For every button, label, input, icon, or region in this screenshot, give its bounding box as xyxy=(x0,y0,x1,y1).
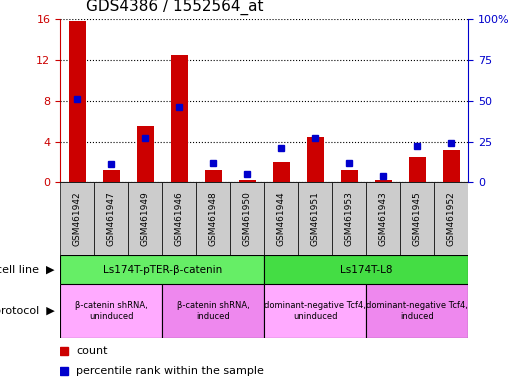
Bar xyxy=(408,157,426,182)
Bar xyxy=(264,284,366,338)
Text: count: count xyxy=(76,346,108,356)
Bar xyxy=(374,180,392,182)
Bar xyxy=(340,170,358,182)
Bar xyxy=(298,182,332,255)
Bar xyxy=(306,136,324,182)
Text: Ls174T-L8: Ls174T-L8 xyxy=(340,265,392,275)
Bar xyxy=(332,182,366,255)
Text: GSM461945: GSM461945 xyxy=(413,192,422,246)
Text: protocol  ▶: protocol ▶ xyxy=(0,306,55,316)
Bar xyxy=(60,182,94,255)
Text: cell line  ▶: cell line ▶ xyxy=(0,265,55,275)
Text: β-catenin shRNA,
uninduced: β-catenin shRNA, uninduced xyxy=(75,301,147,321)
Text: GSM461947: GSM461947 xyxy=(107,192,116,246)
Text: GSM461942: GSM461942 xyxy=(73,192,82,246)
Text: GSM461949: GSM461949 xyxy=(141,192,150,246)
Bar xyxy=(238,180,256,182)
Bar xyxy=(366,182,400,255)
Text: dominant-negative Tcf4,
induced: dominant-negative Tcf4, induced xyxy=(366,301,468,321)
Bar xyxy=(103,170,120,182)
Text: GSM461944: GSM461944 xyxy=(277,192,286,246)
Text: GSM461950: GSM461950 xyxy=(243,192,252,246)
Bar xyxy=(204,170,222,182)
Text: dominant-negative Tcf4,
uninduced: dominant-negative Tcf4, uninduced xyxy=(264,301,366,321)
Text: GSM461946: GSM461946 xyxy=(175,192,184,246)
Bar xyxy=(264,255,468,284)
Bar xyxy=(272,162,290,182)
Bar xyxy=(434,182,468,255)
Bar xyxy=(60,255,264,284)
Bar xyxy=(162,284,264,338)
Bar xyxy=(442,150,460,182)
Text: GSM461943: GSM461943 xyxy=(379,192,388,246)
Bar xyxy=(94,182,128,255)
Bar xyxy=(128,182,162,255)
Bar xyxy=(366,284,468,338)
Text: GSM461952: GSM461952 xyxy=(447,192,456,246)
Bar xyxy=(69,21,86,182)
Bar xyxy=(264,182,298,255)
Text: GSM461948: GSM461948 xyxy=(209,192,218,246)
Text: Ls174T-pTER-β-catenin: Ls174T-pTER-β-catenin xyxy=(103,265,222,275)
Bar xyxy=(230,182,264,255)
Text: GSM461953: GSM461953 xyxy=(345,192,354,246)
Bar xyxy=(137,126,154,182)
Bar xyxy=(196,182,230,255)
Text: percentile rank within the sample: percentile rank within the sample xyxy=(76,366,264,376)
Bar xyxy=(400,182,434,255)
Bar xyxy=(60,284,162,338)
Bar xyxy=(170,55,188,182)
Text: GDS4386 / 1552564_at: GDS4386 / 1552564_at xyxy=(86,0,264,15)
Text: β-catenin shRNA,
induced: β-catenin shRNA, induced xyxy=(177,301,249,321)
Text: GSM461951: GSM461951 xyxy=(311,192,320,246)
Bar xyxy=(162,182,196,255)
